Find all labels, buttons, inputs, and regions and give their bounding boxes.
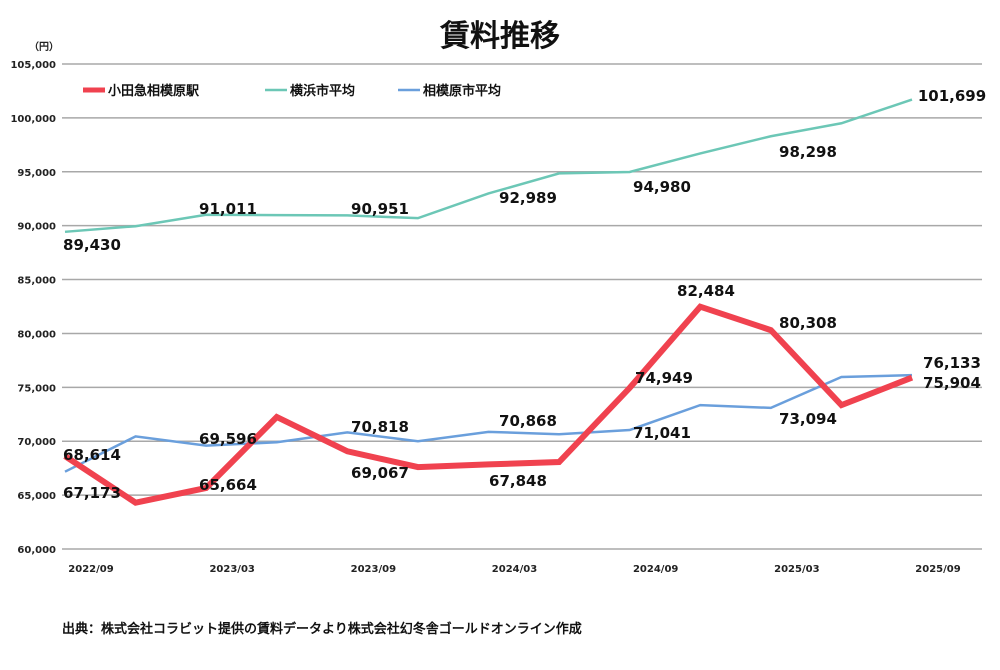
data-label: 73,094 [779, 410, 837, 428]
y-tick-label: 65,000 [17, 491, 56, 502]
data-label: 75,904 [923, 374, 981, 392]
x-tick-label: 2023/09 [351, 564, 396, 575]
data-label: 69,067 [351, 464, 409, 482]
y-tick-label: 95,000 [17, 168, 56, 179]
x-tick-label: 2024/03 [492, 564, 537, 575]
data-label: 71,041 [633, 424, 691, 442]
legend-item: 相模原市平均 [398, 83, 501, 99]
y-axis-unit: （円） [29, 40, 59, 53]
legend-label: 横浜市平均 [290, 83, 355, 99]
legend-label: 小田急相模原駅 [108, 83, 200, 99]
chart-title: 賃料推移 [439, 19, 560, 54]
y-tick-label: 100,000 [10, 114, 56, 125]
legend-label: 相模原市平均 [423, 83, 501, 99]
data-label: 92,989 [499, 189, 557, 207]
legend-item: 横浜市平均 [265, 83, 355, 99]
data-label: 76,133 [923, 354, 981, 372]
data-label: 82,484 [677, 282, 735, 300]
y-tick-label: 105,000 [10, 60, 56, 71]
legend-item: 小田急相模原駅 [83, 83, 200, 99]
x-tick-label: 2024/09 [633, 564, 678, 575]
x-tick-label: 2025/09 [915, 564, 960, 575]
series-line-1 [65, 100, 912, 232]
y-tick-label: 70,000 [17, 437, 56, 448]
x-tick-label: 2025/03 [774, 564, 819, 575]
data-label: 69,596 [199, 430, 257, 448]
data-label: 101,699 [918, 87, 986, 105]
data-label: 70,868 [499, 412, 557, 430]
data-label: 68,614 [63, 446, 121, 464]
data-label: 91,011 [199, 200, 257, 218]
data-label: 98,298 [779, 143, 837, 161]
y-tick-label: 85,000 [17, 276, 56, 287]
x-tick-label: 2023/03 [209, 564, 254, 575]
data-label: 70,818 [351, 418, 409, 436]
y-tick-label: 60,000 [17, 545, 56, 556]
source-note: 出典：株式会社コラビット提供の賃料データより株式会社幻冬舎ゴールドオンライン作成 [62, 621, 582, 637]
y-tick-label: 80,000 [17, 329, 56, 340]
data-label: 67,173 [63, 484, 121, 502]
data-label: 94,980 [633, 178, 691, 196]
data-label: 65,664 [199, 476, 257, 494]
data-label: 90,951 [351, 200, 409, 218]
x-tick-label: 2022/09 [68, 564, 113, 575]
y-tick-label: 75,000 [17, 383, 56, 394]
data-label: 74,949 [635, 369, 693, 387]
data-label: 89,430 [63, 236, 121, 254]
data-label: 67,848 [489, 472, 547, 490]
y-tick-label: 90,000 [17, 222, 56, 233]
data-label: 80,308 [779, 314, 837, 332]
